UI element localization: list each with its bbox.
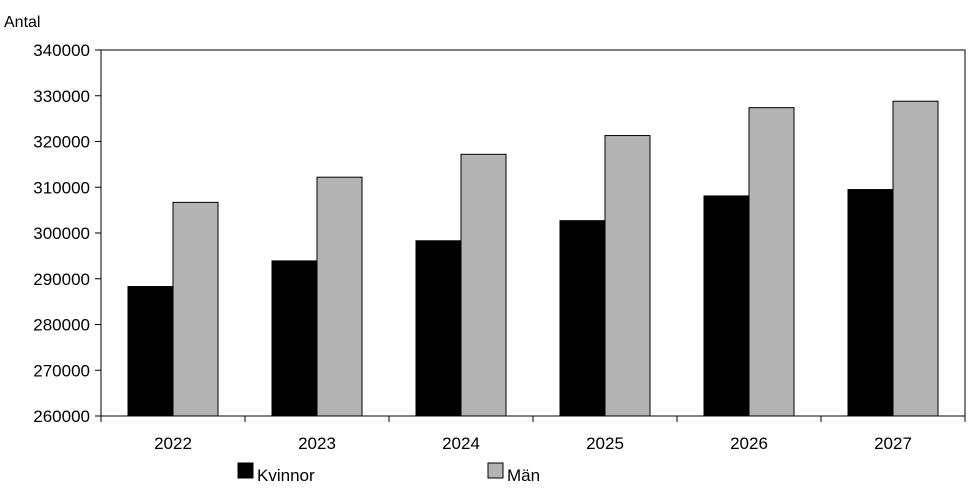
legend: Kvinnor Män: [237, 462, 540, 485]
y-axis-title: Antal: [4, 14, 40, 31]
bar-kvinnor: [559, 220, 606, 417]
y-tick-label: 310000: [33, 178, 90, 197]
legend-swatch-man: [487, 462, 504, 479]
y-tick-label: 330000: [33, 87, 90, 106]
x-tick-label: 2024: [442, 434, 480, 453]
bar-man: [748, 107, 795, 417]
bar-man: [604, 135, 651, 417]
plot-frame: [100, 49, 966, 417]
x-tick-label: 2026: [730, 434, 768, 453]
x-tick-label: 2025: [586, 434, 624, 453]
bar-man: [316, 176, 363, 417]
y-tick-label: 270000: [33, 361, 90, 380]
x-tick-label: 2023: [298, 434, 336, 453]
plot-area: 260000 270000 280000 290000 300000 310000 3200…: [33, 41, 966, 453]
x-tick-label: 2022: [154, 434, 192, 453]
legend-label-man: Män: [507, 466, 540, 485]
bar-kvinnor: [271, 260, 318, 417]
y-tick-label: 320000: [33, 133, 90, 152]
legend-swatch-kvinnor: [237, 462, 254, 479]
bar-kvinnor: [415, 240, 462, 417]
x-tick-label: 2027: [874, 434, 912, 453]
bar-kvinnor: [703, 195, 750, 417]
legend-label-kvinnor: Kvinnor: [257, 466, 315, 485]
y-tick-label: 340000: [33, 41, 90, 60]
bar-kvinnor: [127, 286, 174, 417]
bar-kvinnor: [847, 189, 894, 417]
bar-man: [172, 201, 219, 417]
y-tick-label: 280000: [33, 316, 90, 335]
y-tick-label: 300000: [33, 224, 90, 243]
y-tick-label: 290000: [33, 270, 90, 289]
bar-man: [892, 100, 939, 417]
bar-man: [460, 153, 507, 417]
y-tick-label: 260000: [33, 407, 90, 426]
